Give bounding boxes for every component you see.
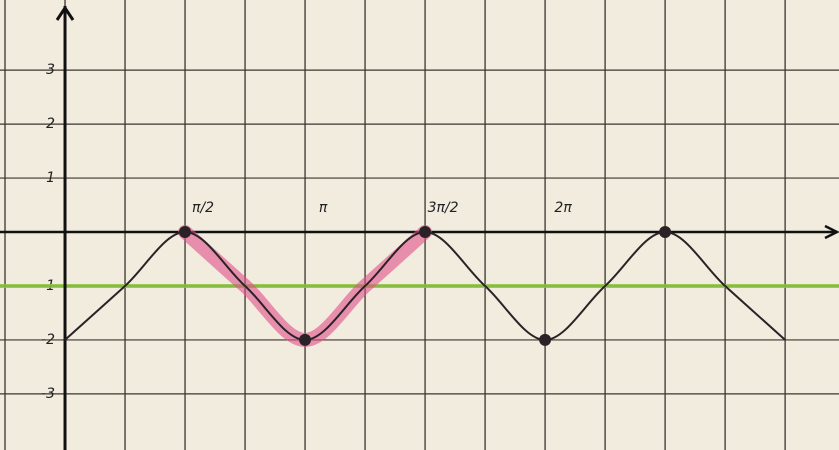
x-tick-label: 2π [554,200,572,216]
x-tick-label: π [319,200,328,216]
y-tick-label: -2 [41,332,55,348]
point [299,334,311,346]
y-tick-label: 3 [46,62,55,78]
point [659,226,671,238]
y-tick-label: 1 [46,170,55,186]
point [539,334,551,346]
y-tick-label: -3 [41,386,55,402]
y-tick-label: 2 [46,116,55,132]
x-tick-label: π/2 [192,200,214,216]
point [179,226,191,238]
x-tick-label: 3π/2 [428,200,459,216]
point [419,226,431,238]
chart: 321-1-2-3π/2π3π/22π [0,0,839,450]
